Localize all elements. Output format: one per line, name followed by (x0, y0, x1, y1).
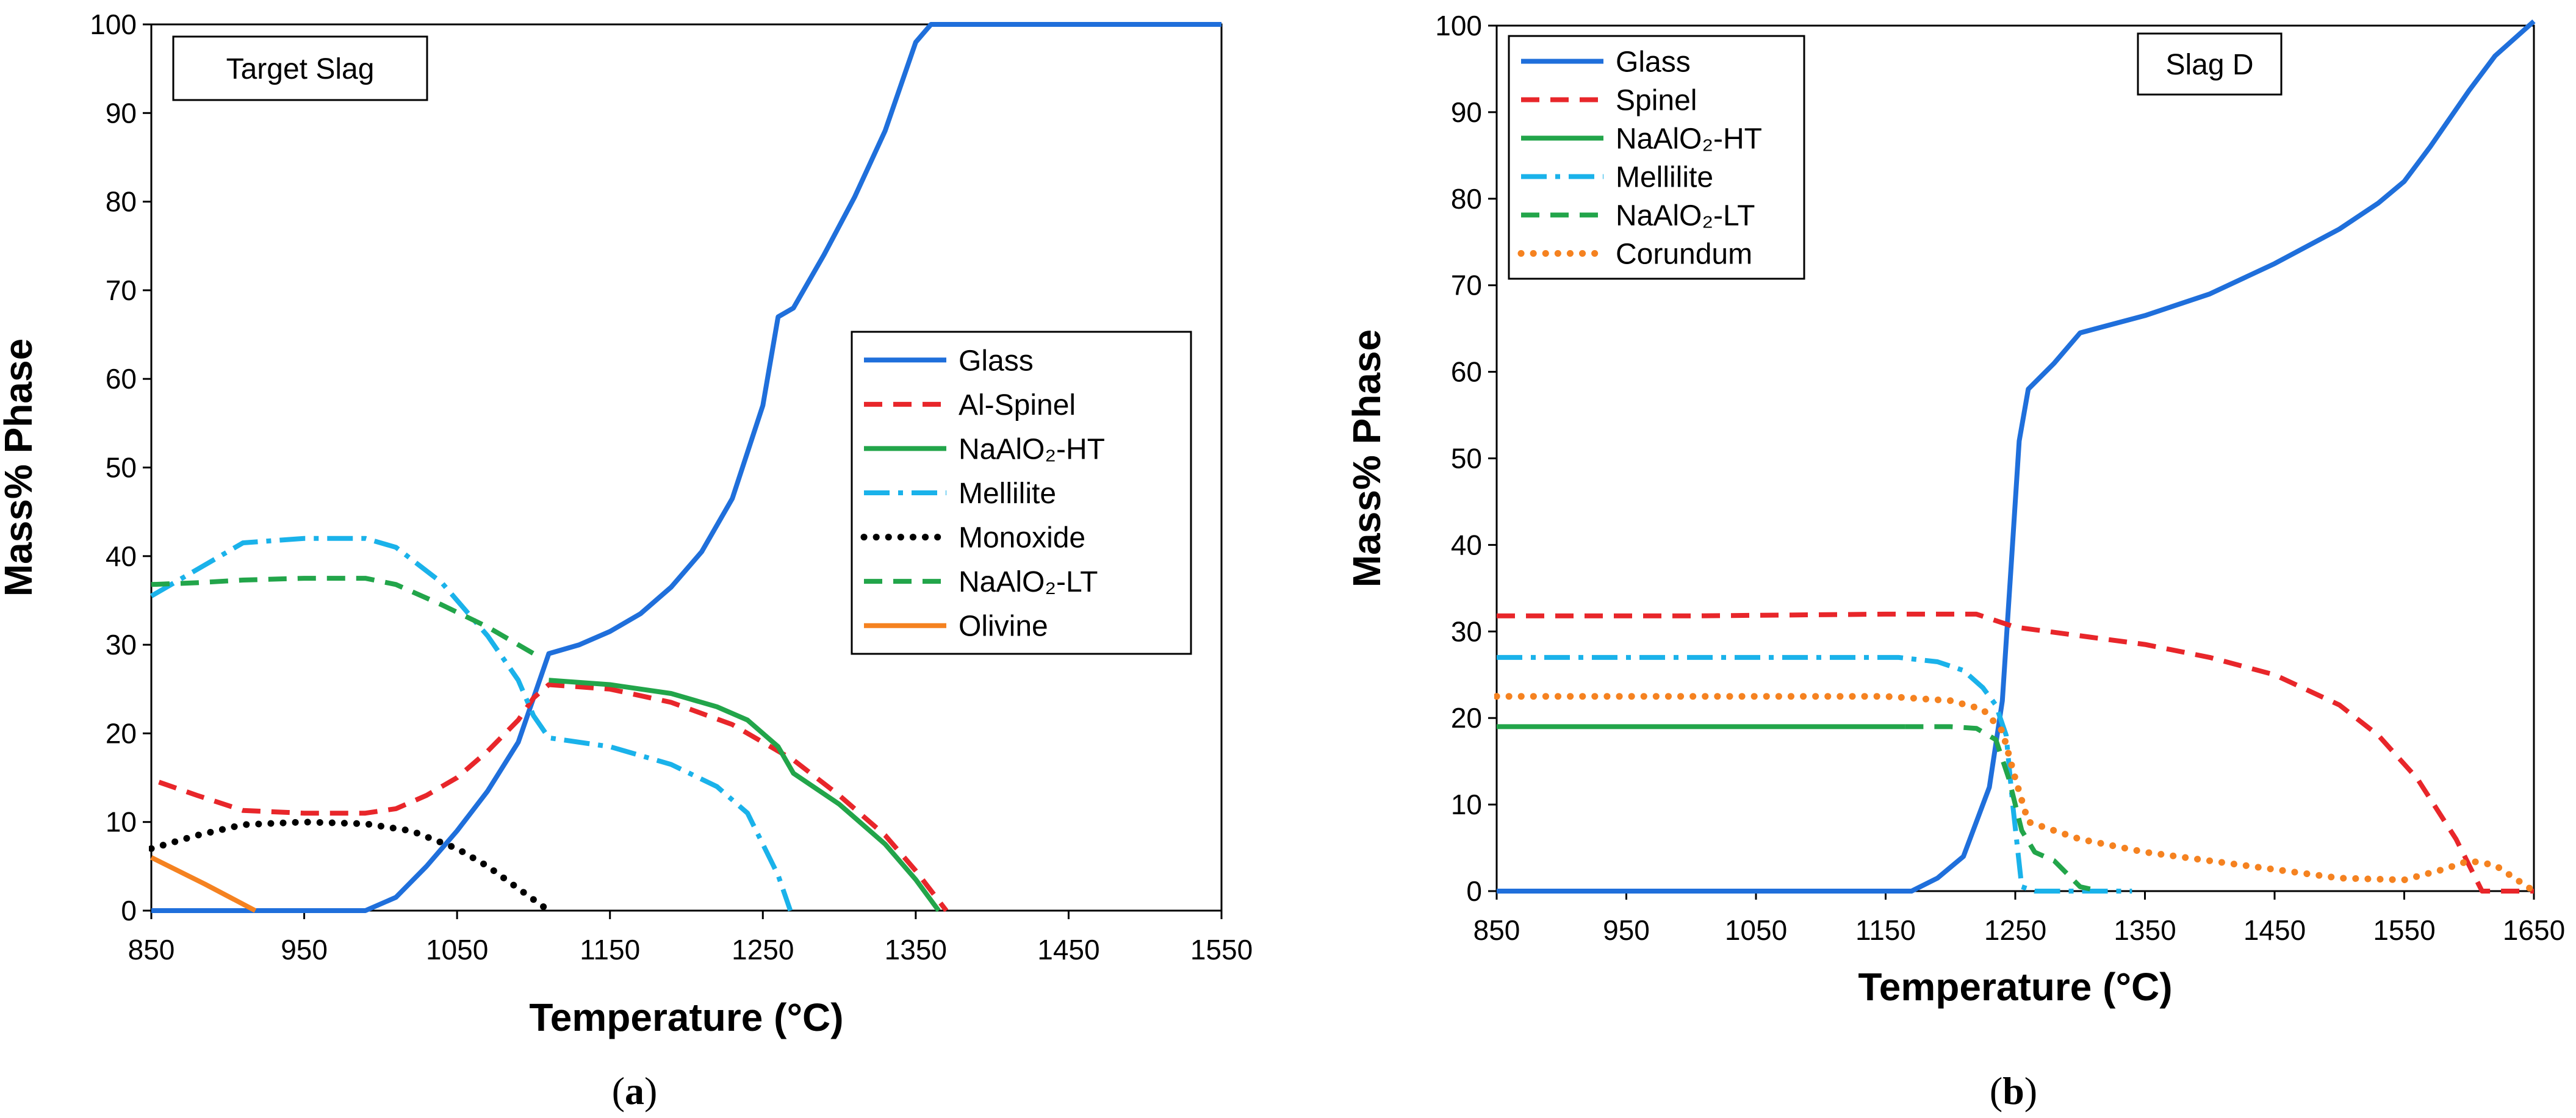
legend-label-olivine: Olivine (959, 611, 1048, 643)
x-tick-label: 1150 (1855, 914, 1916, 946)
y-tick-label: 100 (90, 9, 137, 40)
y-axis-label: Mass% Phase (1345, 329, 1389, 587)
legend-label-naalo2-ht: NaAlO₂-HT (1616, 123, 1762, 156)
y-tick-label: 80 (1451, 183, 1482, 215)
legend-label-al-spinel: Al-Spinel (959, 389, 1076, 421)
x-tick-label: 850 (128, 934, 175, 966)
y-tick-label: 30 (106, 629, 137, 661)
y-tick-label: 0 (121, 895, 137, 926)
series-line-mellilite (149, 536, 793, 912)
x-tick-label: 1350 (885, 934, 947, 966)
x-tick-label: 1150 (580, 934, 640, 966)
y-axis-label: Mass% Phase (0, 339, 40, 597)
series-line-corundum (1494, 693, 2536, 894)
x-tick-label: 1050 (1725, 914, 1787, 946)
chart-a: 0 10 20 30 40 50 60 70 80 90 100 850 950 1050 1150 1250… (0, 9, 1253, 1113)
series-line-mellilite (1497, 654, 2132, 894)
panel-caption-letter: b (2002, 1069, 2024, 1113)
x-axis-label: Temperature (°C) (1858, 965, 2172, 1009)
x-tick-label: 1050 (426, 934, 488, 966)
y-tick-label: 90 (1451, 96, 1482, 128)
chart-title-box (2137, 32, 2283, 96)
series-line-olivine (150, 855, 257, 913)
y-tick-label: 0 (1466, 875, 1482, 907)
x-tick-label: 1450 (1037, 934, 1099, 966)
x-tick-label: 950 (281, 934, 328, 966)
legend-label-mellilite: Mellilite (1616, 162, 1713, 194)
y-tick-label: 60 (1451, 356, 1482, 388)
legend-label-naalo2-lt: NaAlO₂-LT (1616, 200, 1755, 232)
series-line-glass (1497, 20, 2536, 894)
legend-label-mellilite: Mellilite (959, 478, 1056, 510)
legend-label-glass: Glass (959, 345, 1034, 377)
y-tick-label: 30 (1451, 615, 1482, 647)
series-line-monoxide (149, 819, 552, 913)
x-tick-label: 1350 (2114, 914, 2176, 946)
x-tick-label: 1250 (732, 934, 794, 966)
y-tick-label: 80 (106, 186, 137, 218)
chart-title-box (172, 35, 428, 101)
chart-title: Target Slag (226, 53, 375, 85)
y-tick-label: 60 (106, 363, 137, 395)
y-tick-label: 40 (106, 540, 137, 572)
panel-caption: (b) (1990, 1069, 2037, 1113)
x-tick-label: 1250 (1984, 914, 2046, 946)
legend-label-corundum: Corundum (1616, 238, 1752, 271)
series-line-al-spinel (158, 682, 949, 912)
y-tick-label: 10 (1451, 789, 1482, 820)
series-line-naalo2-lt (1905, 724, 2100, 894)
y-tick-label: 20 (1451, 702, 1482, 734)
y-tick-label: 50 (1451, 443, 1482, 475)
y-tick-label: 20 (106, 717, 137, 749)
x-axis-label: Temperature (°C) (529, 995, 843, 1039)
legend-label-glass: Glass (1616, 46, 1691, 79)
legend-label-naalo2-ht: NaAlO₂-HT (959, 433, 1105, 465)
legend-label-monoxide: Monoxide (959, 522, 1085, 554)
y-tick-label: 70 (1451, 270, 1482, 301)
legend (851, 331, 1192, 655)
series-line-naalo2-ht (549, 678, 941, 912)
y-tick-label: 100 (1435, 10, 1482, 41)
chart-b: 0 10 20 30 40 50 60 70 80 90 100 850 950 1050 1150 1250… (1345, 10, 2565, 1113)
y-tick-label: 70 (106, 274, 137, 306)
series-line-spinel (1497, 611, 2534, 894)
series-line-glass (151, 22, 1221, 913)
chart-title: Slag D (2165, 49, 2253, 81)
y-tick-label: 40 (1451, 529, 1482, 561)
x-tick-label: 850 (1473, 914, 1520, 946)
y-tick-label: 90 (106, 97, 137, 129)
legend (1508, 35, 1805, 280)
x-tick-label: 1550 (2373, 914, 2435, 946)
x-tick-label: 1550 (1190, 934, 1253, 966)
panel-caption: (a) (612, 1069, 658, 1113)
legend-label-naalo2-lt: NaAlO₂-LT (959, 566, 1098, 598)
x-tick-label: 1450 (2243, 914, 2306, 946)
series-line-naalo2-lt (151, 576, 535, 656)
y-tick-label: 50 (106, 452, 137, 484)
panel-caption-letter: a (625, 1069, 644, 1113)
y-tick-label: 10 (106, 806, 137, 838)
legend-label-spinel: Spinel (1616, 85, 1697, 117)
x-tick-label: 950 (1603, 914, 1650, 946)
x-tick-label: 1650 (2503, 914, 2565, 946)
